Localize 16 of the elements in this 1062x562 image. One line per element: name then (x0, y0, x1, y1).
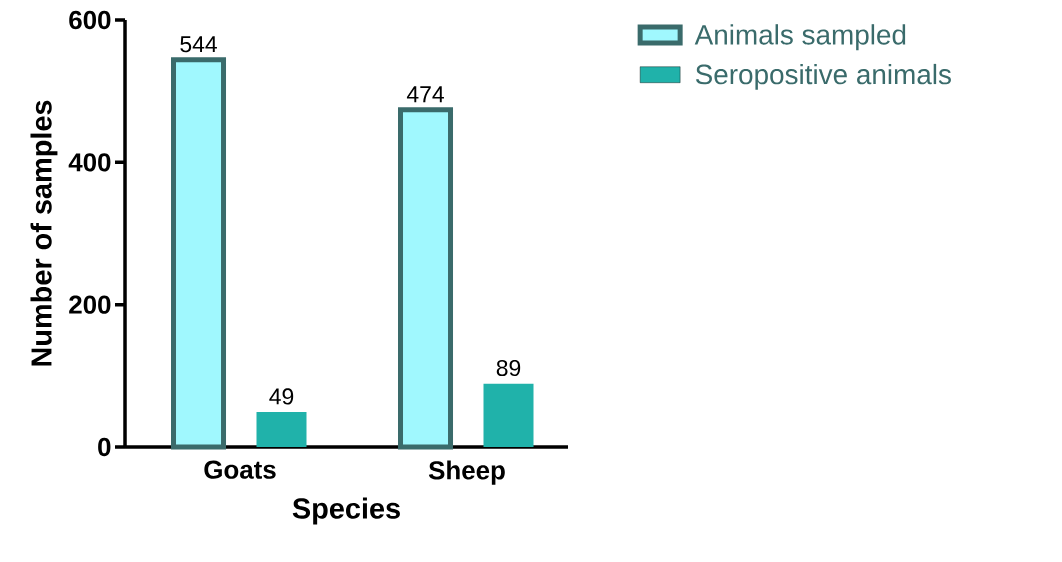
x-axis-title: Species (292, 497, 400, 525)
bar (483, 383, 534, 447)
y-tick-label: 600 (69, 10, 111, 30)
data-label: 49 (269, 388, 294, 405)
bar (256, 412, 307, 447)
y-axis-title: Number of samples (30, 100, 58, 366)
legend-label: Seropositive animals (695, 63, 951, 90)
data-label: 89 (496, 359, 521, 377)
y-tick-label: 200 (69, 295, 111, 314)
y-tick-label: 0 (98, 437, 111, 457)
data-label: 544 (180, 36, 217, 53)
legend-label: Animals sampled (694, 24, 906, 51)
data-label: 474 (406, 86, 444, 103)
x-tick-label: Sheep (428, 460, 505, 485)
y-tick-label: 400 (68, 153, 111, 172)
x-tick-label: Goats (204, 460, 276, 479)
